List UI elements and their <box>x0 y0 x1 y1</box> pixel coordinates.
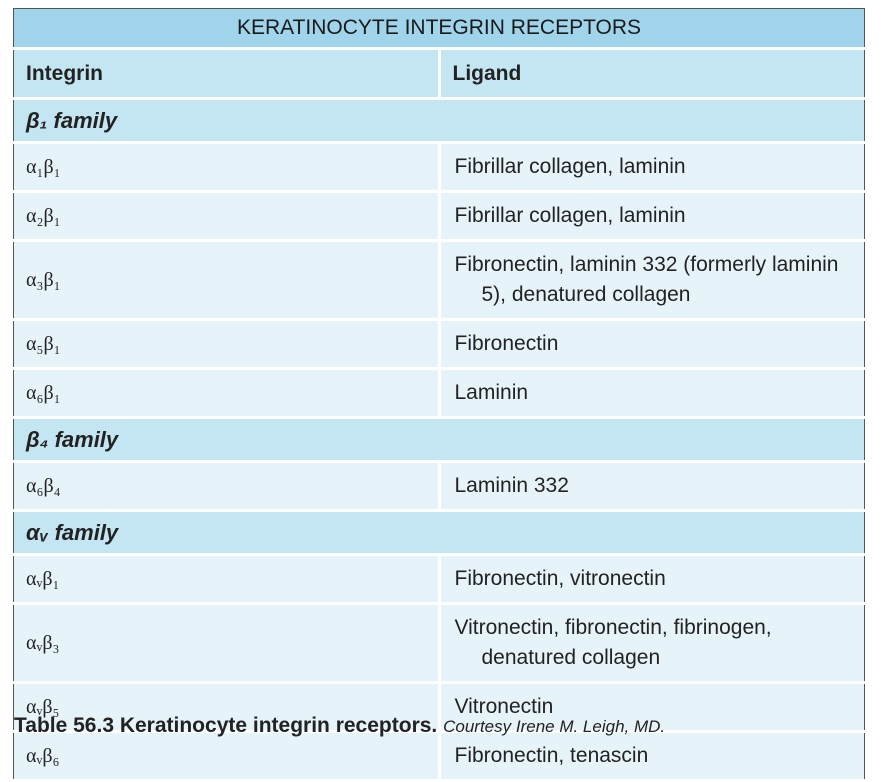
integrin-cell: αᵥβ₅ <box>13 682 441 733</box>
family-row: β₁ family <box>13 98 865 144</box>
data-row: α₅β₁ Fibronectin <box>13 319 865 370</box>
integrin-cell: αᵥβ₆ <box>13 731 441 782</box>
integrin-cell: α₁β₁ <box>13 142 441 193</box>
title-row: KERATINOCYTE INTEGRIN RECEPTORS <box>13 8 865 50</box>
data-row: αᵥβ₅ Vitronectin <box>13 682 865 733</box>
integrin-table: KERATINOCYTE INTEGRIN RECEPTORS Integrin… <box>13 8 865 782</box>
ligand-cell: Fibronectin, laminin 332 (formerly lamin… <box>439 240 865 321</box>
ligand-cell: Fibrillar collagen, laminin <box>439 191 865 242</box>
ligand-cell: Fibronectin, vitronectin <box>439 554 865 605</box>
ligand-cell: Laminin <box>439 368 865 419</box>
data-row: αᵥβ₃ Vitronectin, fibronectin, fibrinogen… <box>13 603 865 684</box>
caption: Table 56.3 Keratinocyte integrin recepto… <box>14 714 665 738</box>
ligand-cell: Vitronectin, fibronectin, fibrinogen, de… <box>439 603 865 684</box>
data-row: α₃β₁ Fibronectin, laminin 332 (formerly l… <box>13 240 865 321</box>
caption-credit: Courtesy Irene M. Leigh, MD. <box>443 717 666 736</box>
data-row: α₆β₁ Laminin <box>13 368 865 419</box>
data-row: αᵥβ₁ Fibronectin, vitronectin <box>13 554 865 605</box>
family-label: β₁ family <box>13 98 865 144</box>
integrin-cell: αᵥβ₁ <box>13 554 441 605</box>
family-row: αᵥ family <box>13 510 865 556</box>
family-row: β₄ family <box>13 417 865 463</box>
integrin-cell: α₆β₄ <box>13 461 441 512</box>
integrin-cell: α₅β₁ <box>13 319 441 370</box>
ligand-cell: Fibronectin <box>439 319 865 370</box>
family-label: αᵥ family <box>13 510 865 556</box>
table-title: KERATINOCYTE INTEGRIN RECEPTORS <box>13 8 865 50</box>
ligand-cell: Fibronectin, tenascin <box>439 731 865 782</box>
data-row: α₆β₄ Laminin 332 <box>13 461 865 512</box>
header-cell: Integrin <box>13 48 441 100</box>
integrin-cell: αᵥβ₃ <box>13 603 441 684</box>
data-row: αᵥβ₆ Fibronectin, tenascin <box>13 731 865 782</box>
integrin-cell: α₆β₁ <box>13 368 441 419</box>
ligand-cell: Laminin 332 <box>439 461 865 512</box>
header-cell: Ligand <box>439 48 865 100</box>
data-row: α₂β₁ Fibrillar collagen, laminin <box>13 191 865 242</box>
ligand-cell: Vitronectin <box>439 682 865 733</box>
table-wrap: KERATINOCYTE INTEGRIN RECEPTORS Integrin… <box>13 8 865 782</box>
page: KERATINOCYTE INTEGRIN RECEPTORS Integrin… <box>13 8 865 782</box>
header-row: Integrin Ligand <box>13 48 865 100</box>
caption-label: Table 56.3 Keratinocyte integrin recepto… <box>14 714 438 737</box>
ligand-cell: Fibrillar collagen, laminin <box>439 142 865 193</box>
integrin-cell: α₂β₁ <box>13 191 441 242</box>
integrin-cell: α₃β₁ <box>13 240 441 321</box>
family-label: β₄ family <box>13 417 865 463</box>
data-row: α₁β₁ Fibrillar collagen, laminin <box>13 142 865 193</box>
